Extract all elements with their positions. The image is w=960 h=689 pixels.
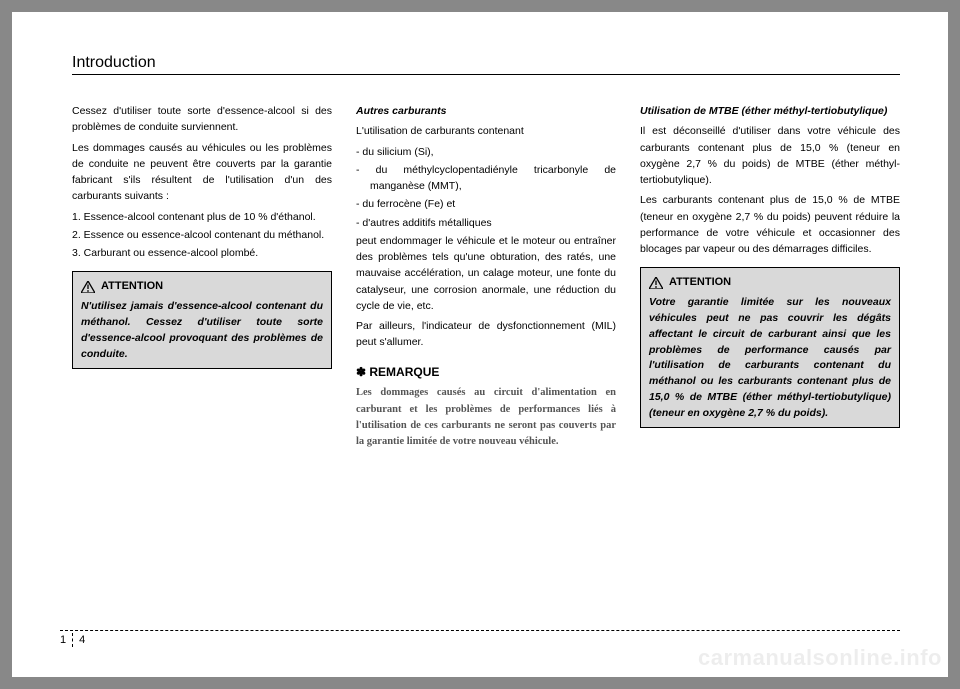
page-title: Introduction	[72, 54, 900, 72]
warning-triangle-icon	[81, 281, 95, 293]
warning-triangle-icon	[649, 277, 663, 289]
col1-paragraph: Les dommages causés au véhicules ou les …	[72, 140, 332, 205]
col1-list-item: 1. Essence-alcool contenant plus de 10 %…	[72, 209, 332, 225]
col2-list-item: - d'autres additifs métalliques	[356, 215, 616, 231]
section-number: 1	[60, 634, 66, 646]
content-columns: Cessez d'utiliser toute sorte d'essence-…	[72, 103, 900, 454]
col1-list-item: 3. Carburant ou essence-alcool plombé.	[72, 245, 332, 261]
remarque-body: Les dommages causés au circuit d'aliment…	[356, 385, 616, 450]
column-1: Cessez d'utiliser toute sorte d'essence-…	[72, 103, 332, 454]
page-number-value: 4	[79, 634, 85, 646]
col1-list-item: 2. Essence ou essence-alcool contenant d…	[72, 227, 332, 243]
col2-paragraph: Par ailleurs, l'indicateur de dysfonctio…	[356, 318, 616, 351]
attention-header: ATTENTION	[649, 274, 891, 291]
watermark: carmanualsonline.info	[698, 645, 942, 671]
page-header: Introduction	[72, 54, 900, 75]
attention-box: ATTENTION N'utilisez jamais d'essence-al…	[72, 271, 332, 369]
attention-label: ATTENTION	[669, 274, 731, 291]
column-3: Utilisation de MTBE (éther méthyl-tertio…	[640, 103, 900, 454]
attention-header: ATTENTION	[81, 278, 323, 295]
col3-paragraph: Les carburants contenant plus de 15,0 % …	[640, 192, 900, 257]
col2-paragraph: L'utilisation de carburants contenant	[356, 123, 616, 139]
remarque-heading: ✽ REMARQUE	[356, 363, 616, 382]
footer-rule	[60, 630, 900, 631]
col2-paragraph: peut endommager le véhicule et le moteur…	[356, 233, 616, 314]
attention-box: ATTENTION Votre garantie limitée sur les…	[640, 267, 900, 428]
col2-subhead: Autres carburants	[356, 103, 616, 119]
column-2: Autres carburants L'utilisation de carbu…	[356, 103, 616, 454]
col2-list-item: - du silicium (Si),	[356, 144, 616, 160]
page-number-separator	[72, 633, 73, 647]
col2-list-item: - du méthylcyclopentadiényle tricarbonyl…	[356, 162, 616, 195]
manual-page: Introduction Cessez d'utiliser toute sor…	[12, 12, 948, 677]
col2-list-item: - du ferrocène (Fe) et	[356, 196, 616, 212]
attention-body: Votre garantie limitée sur les nouveaux …	[649, 295, 891, 421]
col1-paragraph: Cessez d'utiliser toute sorte d'essence-…	[72, 103, 332, 136]
attention-label: ATTENTION	[101, 278, 163, 295]
col3-paragraph: Il est déconseillé d'utiliser dans votre…	[640, 123, 900, 188]
col3-subhead: Utilisation de MTBE (éther méthyl-tertio…	[640, 103, 900, 119]
attention-body: N'utilisez jamais d'essence-alcool conte…	[81, 299, 323, 362]
